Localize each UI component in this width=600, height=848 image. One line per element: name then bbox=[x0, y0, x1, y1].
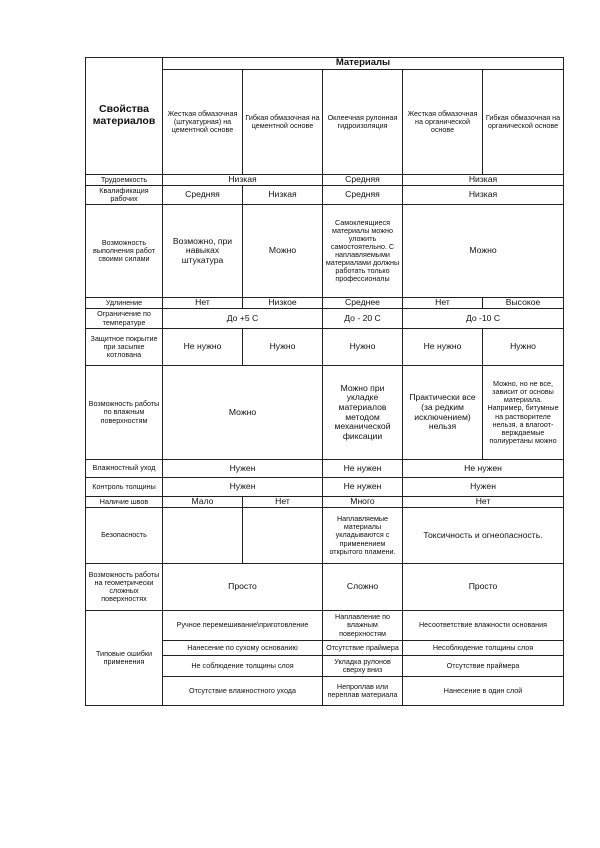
table-cell: Низкая bbox=[401, 185, 565, 205]
table-cell: Трудоемкость bbox=[85, 174, 163, 186]
table-row: Типовые ошибки применения Ручное перемеши… bbox=[85, 610, 565, 706]
table-cell: Низкая bbox=[162, 174, 323, 186]
table-row: Возможность работы по влажным поверхност… bbox=[85, 365, 565, 460]
table-cell: Не нужно bbox=[162, 328, 243, 366]
table-cell: Свойства материалов bbox=[85, 57, 163, 175]
table-cell: Не нужно bbox=[402, 328, 483, 366]
table-cell: Возможность выполнения работ своими сила… bbox=[85, 204, 163, 298]
table-cell: Не нужен bbox=[401, 459, 565, 478]
table-cell: Нужно bbox=[322, 328, 403, 366]
table-cell bbox=[242, 507, 323, 564]
table-row: Наличие швов Мало Нет Много Нет bbox=[85, 496, 565, 508]
table-cell: Не соблюдение толщины слоя bbox=[162, 655, 323, 677]
table-cell: Наплавление по влажным поверхностям bbox=[322, 610, 403, 641]
table-row: Влажностный уход Нужен Не нужен Не нужен bbox=[85, 459, 565, 478]
table-cell: Удлинение bbox=[85, 297, 163, 309]
table-row: Ограничение по температуре До +5 С До - 20… bbox=[85, 308, 565, 329]
table-cell: Наличие швов bbox=[85, 496, 163, 508]
table-cell: Нет bbox=[401, 496, 565, 508]
table-cell bbox=[162, 507, 243, 564]
table-row: Трудоемкость Низкая Средняя Низкая bbox=[85, 174, 565, 186]
table-row: Не соблюдение толщины слоя Укладка рулоно… bbox=[86, 655, 565, 677]
table-row: Отсутствие влажностного ухода Непроплав и… bbox=[86, 676, 565, 706]
table-cell: Низкое bbox=[242, 297, 323, 309]
table-cell: Не нужен bbox=[322, 477, 403, 497]
table-cell: Нужен bbox=[162, 477, 323, 497]
table-cell: Гибкая обмазочная на органической основе bbox=[481, 69, 565, 175]
table-row: Защитное покрытие при засыпке котлована Н… bbox=[85, 328, 565, 366]
table-cell: Можно при укладке материалов методом мех… bbox=[322, 365, 403, 460]
table-cell: До - 20 С bbox=[322, 308, 403, 329]
table-cell: Непроплав или переплав материала bbox=[322, 676, 403, 706]
table-cell: Практически все (за редким исключением) … bbox=[402, 365, 483, 460]
table-cell: Токсичность и огнеопасность. bbox=[401, 507, 565, 564]
table-cell: Контроль толщины bbox=[85, 477, 163, 497]
table-cell: Нет bbox=[242, 496, 323, 508]
table-cell: Ограничение по температуре bbox=[85, 308, 163, 329]
table-cell: Защитное покрытие при засыпке котлована bbox=[85, 328, 163, 366]
table-cell: Нужно bbox=[481, 328, 565, 366]
table-row: Жесткая обмазочная (штукатурная) на цеме… bbox=[86, 69, 565, 175]
table-cell: Ручное перемешивание\приготовление bbox=[162, 610, 323, 641]
table-cell: Несоблюдение толщины слоя bbox=[401, 640, 565, 656]
table-cell: Жесткая обмазочная на органической основ… bbox=[402, 69, 483, 175]
table-cell: Нужен bbox=[162, 459, 323, 478]
table-cell: Низкая bbox=[242, 185, 323, 205]
table-row: Возможность работы на геометрически слож… bbox=[85, 563, 565, 611]
table-cell: Просто bbox=[401, 563, 565, 611]
table-cell: Мало bbox=[162, 496, 243, 508]
table-cell: Влажностный уход bbox=[85, 459, 163, 478]
table-cell: Можно, но не все, зависит от основы мате… bbox=[481, 365, 565, 460]
table-cell: Возможность работы на геометрически слож… bbox=[85, 563, 163, 611]
table-cell: До -10 С bbox=[401, 308, 565, 329]
table-cell: Жесткая обмазочная (штукатурная) на цеме… bbox=[162, 69, 243, 175]
table-cell: Высокое bbox=[481, 297, 565, 309]
table-cell: Нет bbox=[162, 297, 243, 309]
table-cell: Гибкая обмазочная на цементной основе bbox=[242, 69, 323, 175]
table-row: Квалификация рабочих Средняя Низкая Средняя… bbox=[85, 185, 565, 205]
table-cell: Средняя bbox=[322, 174, 403, 186]
table-cell: Средняя bbox=[322, 185, 403, 205]
table-row: Контроль толщины Нужен Не нужен Нужен bbox=[85, 477, 565, 497]
table-cell: Много bbox=[322, 496, 403, 508]
table-cell: Оклеечная рулонная гидроизоляция bbox=[322, 69, 403, 175]
table-cell: До +5 С bbox=[162, 308, 323, 329]
table-cell: Нанесение в один слой bbox=[401, 676, 565, 706]
table-cell: Нанесение по сухому основанию bbox=[162, 640, 323, 656]
table-cell: Сложно bbox=[322, 563, 403, 611]
table-cell: Отсутствие праймера bbox=[401, 655, 565, 677]
table-cell: Возможно, при навыках штукатура bbox=[162, 204, 243, 298]
table-cell: Безопасность bbox=[85, 507, 163, 564]
table-cell: Нет bbox=[402, 297, 483, 309]
table-cell: Самоклеящиеся материалы можно уложить са… bbox=[322, 204, 403, 298]
table-cell: Можно bbox=[242, 204, 323, 298]
table-row: Возможность выполнения работ своими сила… bbox=[85, 204, 565, 298]
table-cell: Нужен bbox=[401, 477, 565, 497]
table-cell: Возможность работы по влажным поверхност… bbox=[85, 365, 163, 460]
table-cell: Просто bbox=[162, 563, 323, 611]
table-cell: Нужно bbox=[242, 328, 323, 366]
table-row: Удлинение Нет Низкое Среднее Нет Высокое bbox=[85, 297, 565, 309]
table-cell: Среднее bbox=[322, 297, 403, 309]
table-cell: Укладка рулонов сверху вниз bbox=[322, 655, 403, 677]
materials-comparison-table: Свойства материалов Материалы Жесткая обма… bbox=[85, 57, 565, 706]
table-cell: Материалы bbox=[161, 57, 565, 70]
table-row: Нанесение по сухому основанию Отсутствие … bbox=[86, 640, 565, 656]
table-row: Безопасность Наплавляемые материалы уклад… bbox=[85, 507, 565, 564]
table-cell: Квалификация рабочих bbox=[85, 185, 163, 205]
table-cell: Несоответствие влажности основания bbox=[401, 610, 565, 641]
table-cell: Отсутствие влажностного ухода bbox=[162, 676, 323, 706]
table-cell: Наплавляемые материалы укладываются с пр… bbox=[322, 507, 403, 564]
table-cell: Не нужен bbox=[322, 459, 403, 478]
table-cell: Можно bbox=[162, 365, 323, 460]
table-cell: Отсутствие праймера bbox=[322, 640, 403, 656]
table-cell: Низкая bbox=[401, 174, 565, 186]
table-cell: Типовые ошибки применения bbox=[85, 610, 163, 706]
table-cell: Средняя bbox=[162, 185, 243, 205]
table-row: Свойства материалов Материалы bbox=[85, 57, 565, 175]
table-cell: Можно bbox=[401, 204, 565, 298]
